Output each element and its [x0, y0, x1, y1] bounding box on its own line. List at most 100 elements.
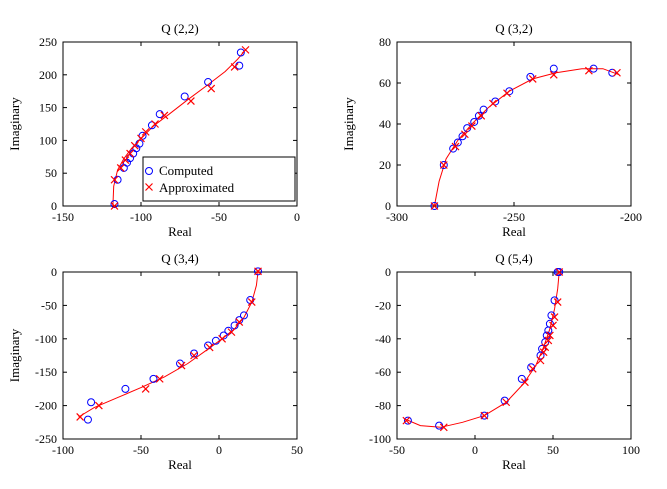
computed-point	[549, 64, 558, 73]
approximated-point	[230, 63, 239, 71]
y-tick-label: 250	[39, 35, 57, 49]
approximated-point	[541, 343, 550, 352]
approximation-curve	[78, 271, 259, 418]
legend-approximated-marker	[145, 183, 153, 191]
approximated-point	[254, 267, 262, 276]
computed-point	[480, 411, 489, 420]
computed-point	[545, 319, 554, 328]
x-axis-label: Real	[168, 457, 192, 472]
chart-title: Q (5,4)	[495, 251, 533, 266]
approximation-curve	[404, 271, 560, 428]
y-tick-label: -100	[35, 332, 57, 346]
y-tick-label: 150	[39, 101, 57, 115]
approximated-point	[76, 413, 85, 421]
computed-point	[235, 61, 244, 70]
computed-point	[147, 121, 156, 130]
x-tick-label: -200	[620, 210, 642, 224]
approximated-point	[536, 356, 545, 365]
x-tick-label: -300	[386, 210, 408, 224]
x-tick-label: -50	[133, 443, 149, 457]
approximated-point	[545, 331, 554, 340]
y-tick-label: -150	[35, 365, 57, 379]
computed-point	[403, 416, 412, 425]
computed-point	[87, 398, 96, 407]
computed-point	[149, 374, 158, 383]
computed-point	[254, 267, 262, 276]
computed-point	[538, 344, 547, 353]
approximated-point	[177, 361, 186, 370]
plot-frame	[62, 271, 298, 440]
approximated-point	[141, 384, 150, 393]
approximated-point	[218, 334, 227, 343]
y-tick-label: 100	[39, 133, 57, 147]
computed-point	[180, 92, 189, 101]
approximated-point	[553, 298, 562, 306]
y-tick-label: -40	[375, 332, 391, 346]
computed-point	[110, 200, 119, 209]
computed-point	[121, 384, 130, 393]
y-tick-label: 60	[379, 76, 391, 90]
subplot-3: Q (3,4) -100 -50 0 50 -250 -200 -150 -100 -50 0 Rea…	[7, 251, 303, 472]
subplot-4: Q (5,4) -50 0 50 100 -100 -80 -60 -40 -20 0 Real	[369, 251, 640, 472]
computed-point	[239, 311, 248, 320]
y-tick-label: 40	[379, 117, 391, 131]
approximated-point	[186, 97, 195, 105]
approximated-point	[110, 202, 119, 210]
subplot-2: Q (3,2) -300 -250 -200 0 20 40 60 80 Real Imaginar…	[341, 21, 642, 239]
approximated-point	[502, 398, 511, 407]
plot-frame	[396, 271, 632, 440]
computed-point	[155, 110, 164, 119]
approximated-point	[467, 122, 476, 130]
y-tick-label: -20	[375, 298, 391, 312]
x-tick-label: -50	[211, 210, 227, 224]
approximated-point	[480, 411, 489, 420]
y-tick-label: -80	[375, 399, 391, 413]
chart-title: Q (3,2)	[495, 21, 533, 36]
computed-point	[439, 161, 448, 169]
approximated-point	[116, 164, 125, 172]
y-tick-label: -100	[369, 432, 391, 446]
y-axis-label: Imaginary	[341, 97, 356, 151]
approximated-point	[555, 268, 564, 276]
y-tick-label: 50	[45, 166, 57, 180]
approximated-point	[94, 401, 103, 410]
approximated-point	[439, 161, 448, 169]
y-tick-label: 0	[385, 199, 391, 213]
approximated-point	[130, 141, 139, 150]
subplot-1: Q (2,2) -150 -100 -50 0 0 50 100 150 200 250 Real Im…	[7, 21, 300, 239]
approximated-point	[528, 74, 537, 83]
computed-point	[505, 87, 514, 96]
approximated-point	[141, 127, 150, 136]
legend-box	[142, 156, 296, 202]
x-tick-label: -50	[389, 443, 405, 457]
computed-point	[219, 331, 228, 340]
x-tick-label: -100	[130, 210, 152, 224]
approximation-curve	[433, 68, 620, 207]
legend-computed-label: Computed	[159, 163, 214, 178]
y-axis-label: Imaginary	[7, 328, 22, 382]
y-tick-label: 80	[379, 35, 391, 49]
computed-point	[430, 202, 439, 210]
y-tick-label: 0	[51, 265, 57, 279]
approximated-point	[549, 321, 557, 330]
computed-point	[224, 326, 233, 335]
computed-point	[470, 117, 479, 126]
x-tick-label: -250	[503, 210, 525, 224]
computed-point	[190, 349, 199, 358]
y-tick-label: -50	[41, 298, 57, 312]
approximated-point	[151, 120, 159, 128]
x-tick-label: -150	[52, 210, 74, 224]
computed-point	[235, 316, 244, 325]
x-axis-label: Real	[502, 457, 526, 472]
approximated-point	[155, 374, 164, 383]
y-tick-label: -200	[35, 399, 57, 413]
x-tick-label: 0	[216, 443, 222, 457]
legend: Computed Approximated	[142, 156, 296, 202]
approximated-point	[137, 134, 145, 143]
chart-title: Q (2,2)	[161, 21, 199, 36]
approximated-point	[439, 423, 448, 432]
approximated-point	[460, 130, 469, 139]
approximated-point	[402, 416, 411, 425]
computed-point	[517, 374, 526, 383]
plot-frame	[62, 41, 298, 207]
